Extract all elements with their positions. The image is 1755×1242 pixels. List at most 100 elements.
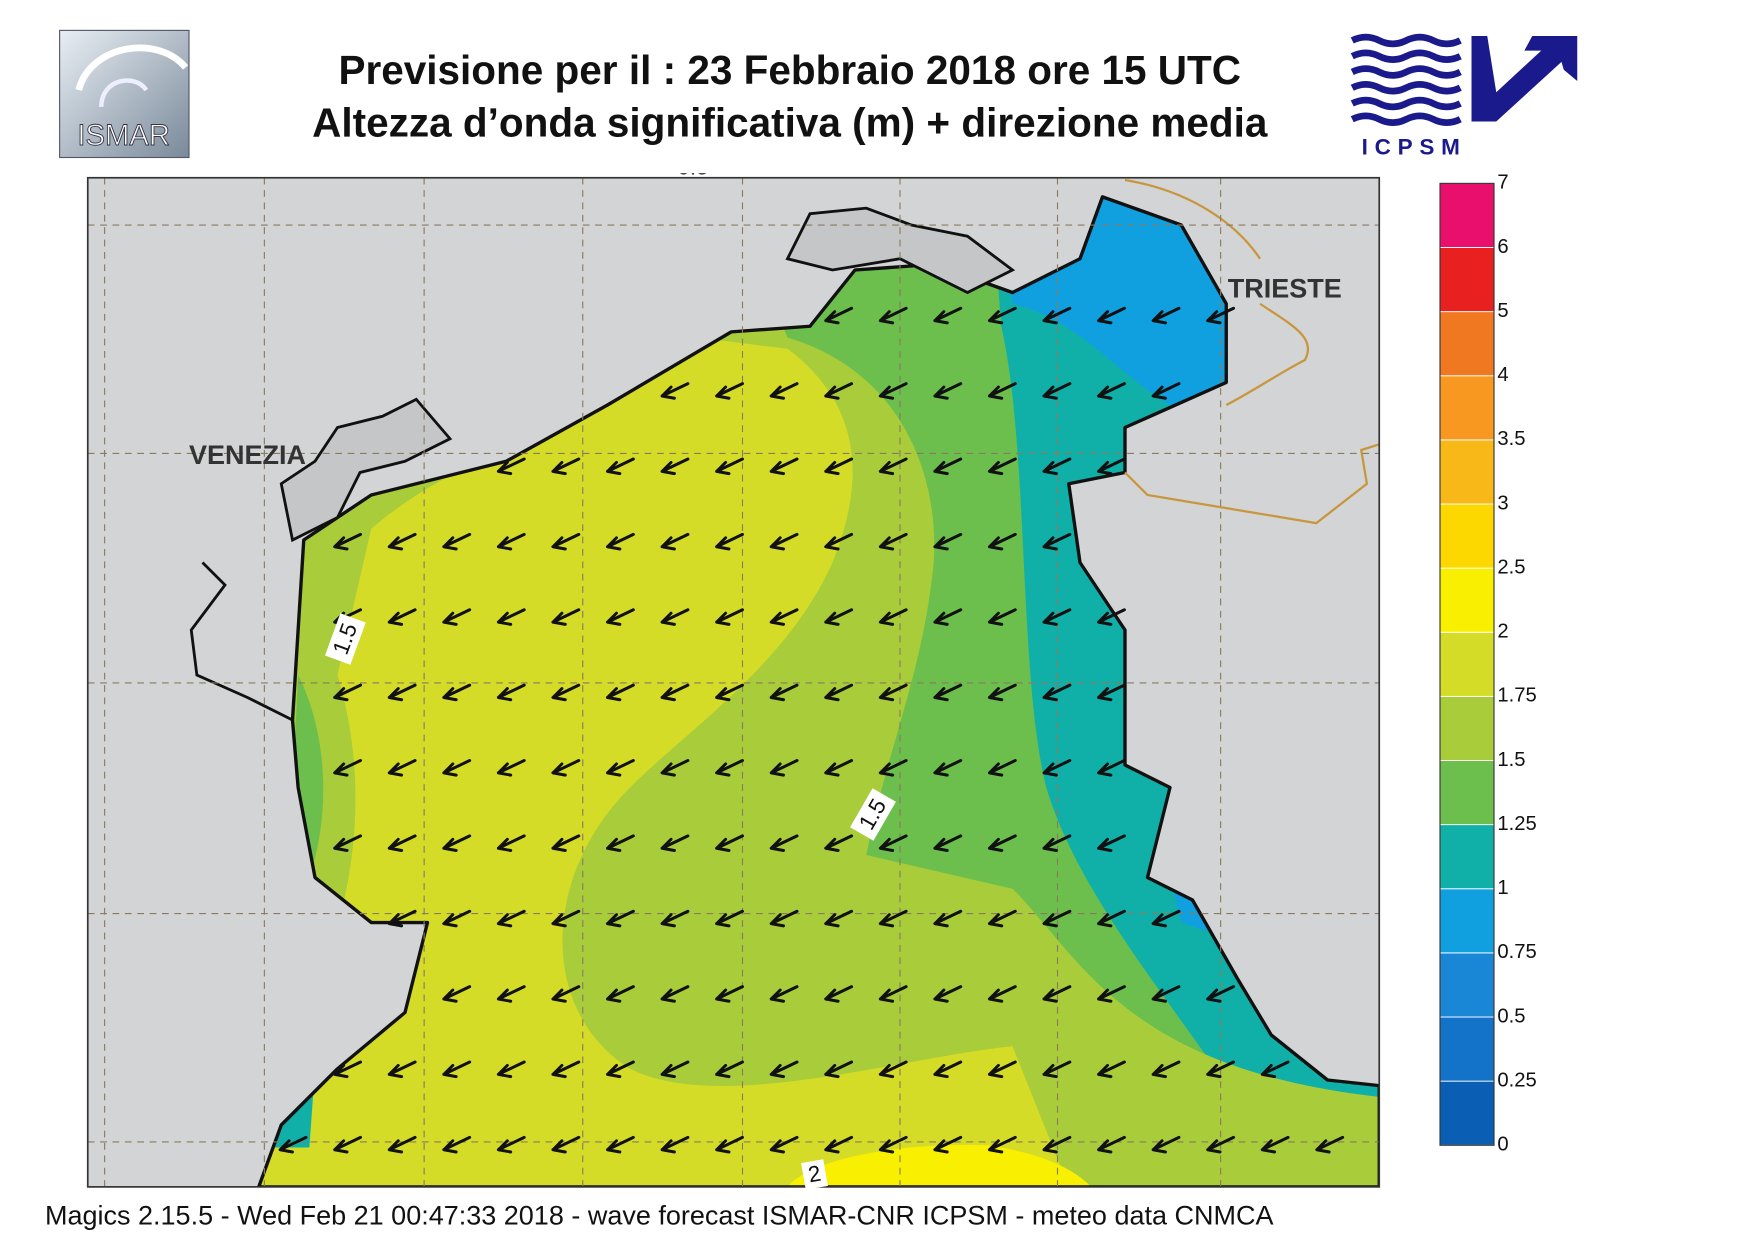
arrow (387, 608, 417, 626)
logo-text: ISMAR (77, 120, 170, 152)
colorbar-label: 2 (1497, 621, 1508, 643)
arrow (715, 608, 744, 626)
arrow (933, 382, 963, 400)
arrow (878, 382, 908, 400)
arrow (442, 834, 472, 852)
arrow (1151, 985, 1181, 1003)
arrow (987, 608, 1017, 626)
arrow (878, 909, 908, 928)
colorbar-segment (1439, 888, 1495, 954)
colorbar-label: 2.5 (1497, 556, 1525, 578)
arrow (933, 683, 963, 702)
colorbar-segment (1439, 311, 1495, 377)
arrow (496, 834, 526, 852)
title: Previsione per il : 23 Febbraio 2018 ore… (338, 47, 1241, 93)
colorbar-frame (1439, 182, 1495, 1146)
arrow (442, 532, 472, 551)
arrow (660, 683, 690, 702)
arrow (1206, 1060, 1236, 1079)
arrow (660, 457, 690, 476)
arrow (606, 457, 635, 476)
arrow (933, 608, 963, 626)
arrow (606, 683, 635, 702)
arrow (333, 683, 363, 702)
arrow (769, 457, 799, 476)
subtitle: Altezza d’onda significativa (m) + direz… (312, 100, 1268, 146)
arrow (1042, 834, 1072, 852)
arrow (987, 909, 1017, 928)
arrow (551, 608, 581, 626)
arrow (715, 683, 744, 702)
arrow (660, 909, 690, 928)
arrow (715, 834, 744, 852)
arrow (442, 1060, 472, 1079)
arrow (1042, 985, 1072, 1003)
arrow (496, 985, 526, 1003)
arrow (769, 834, 799, 852)
arrow (551, 834, 581, 852)
arrow (606, 1135, 635, 1154)
arrow (1042, 1135, 1072, 1154)
arrow (987, 834, 1017, 852)
arrow (878, 532, 908, 551)
arrow (551, 1135, 581, 1154)
contour-label: 2 (806, 1161, 823, 1188)
arrow (1042, 909, 1072, 928)
arrow (1097, 985, 1126, 1003)
arrow (769, 759, 799, 777)
arrow (333, 834, 363, 852)
arrow (496, 608, 526, 626)
arrow (987, 985, 1017, 1003)
arrow (878, 683, 908, 702)
arrow (1206, 306, 1236, 325)
arrow (551, 683, 581, 702)
arrow (442, 909, 472, 928)
arrow (824, 1135, 854, 1154)
arrow (933, 834, 963, 852)
arrow (824, 608, 854, 626)
arrow (769, 909, 799, 928)
arrow (824, 532, 854, 551)
colorbar-label: 0.5 (1497, 1005, 1525, 1027)
arrow (1097, 457, 1126, 476)
map (87, 177, 1380, 1187)
colorbar-label: 3.5 (1497, 428, 1525, 450)
arrow (715, 985, 744, 1003)
arrow (496, 759, 526, 777)
arrow (333, 759, 363, 777)
arrow (551, 532, 581, 551)
arrow (824, 382, 854, 400)
footer: Magics 2.15.5 - Wed Feb 21 00:47:33 2018… (45, 1200, 1274, 1230)
arrow (933, 909, 963, 928)
contour-label-group: 2 (801, 1159, 828, 1190)
arrow (824, 834, 854, 852)
arrow (715, 909, 744, 928)
arrow (1042, 382, 1072, 400)
arrow (387, 759, 417, 777)
colorbar-label: 1 (1497, 877, 1508, 899)
logo-text: ICPSM (1362, 134, 1467, 159)
colorbar-segment (1439, 247, 1495, 313)
arrow (824, 985, 854, 1003)
arrow (660, 532, 690, 551)
arrow (987, 683, 1017, 702)
arrow (1151, 306, 1181, 325)
arrow (660, 1060, 690, 1079)
arrow (496, 532, 526, 551)
colorbar-segment (1439, 503, 1495, 569)
arrow (1042, 683, 1072, 702)
arrow (715, 759, 744, 777)
arrow (824, 759, 854, 777)
arrow (769, 608, 799, 626)
arrow (387, 1060, 417, 1079)
arrow (715, 382, 744, 400)
arrow (987, 457, 1017, 476)
arrow (769, 1135, 799, 1154)
arrow (442, 985, 472, 1003)
colorbar-label: 5 (1497, 300, 1508, 322)
colorbar-segment (1439, 1016, 1495, 1082)
arrow (1097, 759, 1126, 777)
arrow (1097, 306, 1126, 325)
colorbar-label: 0.25 (1497, 1069, 1536, 1091)
graticule (87, 177, 1380, 1187)
